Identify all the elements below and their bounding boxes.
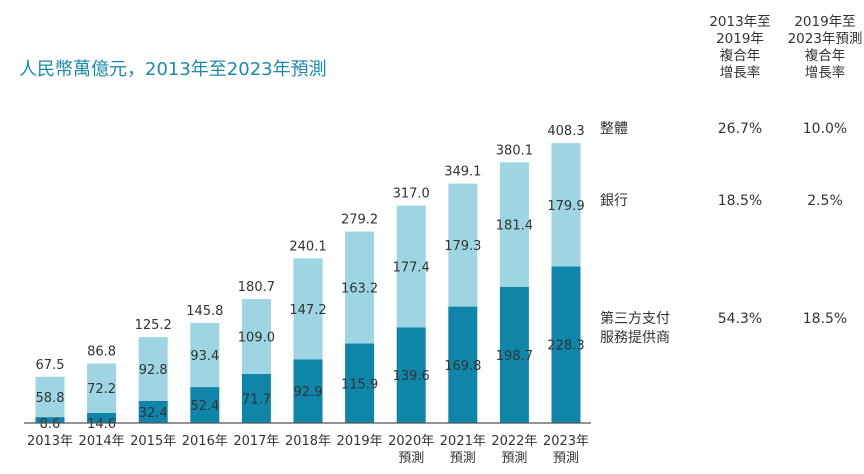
x-tick-label: 預測 [553, 451, 579, 466]
x-tick-label: 預測 [450, 451, 476, 466]
data-label-bank: 72.2 [87, 382, 116, 397]
bar-segment-bank [551, 143, 581, 267]
bar-segment-third-party [87, 412, 117, 423]
data-label-third-party: 115.9 [341, 377, 378, 392]
bar-segment-third-party [551, 266, 581, 423]
data-label-bank: 93.4 [190, 349, 219, 364]
data-label-bank: 179.9 [547, 199, 584, 214]
cagr-header-2013-2019: 2013年至 2019年 複合年 增長率 [709, 14, 771, 81]
bar-segment-bank [396, 205, 426, 328]
data-label-bank: 177.4 [393, 260, 430, 275]
bar-segment-bank [499, 162, 529, 287]
data-label-bank: 147.2 [289, 303, 326, 318]
data-label-total: 240.1 [289, 239, 326, 254]
bar-segment-bank [448, 183, 478, 307]
x-tick-label: 2016年 [182, 434, 228, 449]
bar-segment-bank [138, 337, 168, 401]
row-label-bank: 銀行 [600, 193, 628, 209]
x-tick-label: 2017年 [233, 434, 279, 449]
x-tick-label: 2018年 [285, 434, 331, 449]
data-label-total: 180.7 [238, 280, 275, 295]
bar-segment-third-party [396, 327, 426, 423]
bar-segment-bank [345, 231, 375, 344]
data-label-total: 67.5 [36, 358, 65, 373]
x-tick-label: 預測 [501, 451, 527, 466]
data-label-total: 380.1 [496, 143, 533, 158]
cagr-bank-1: 18.5% [717, 193, 763, 209]
data-label-bank: 92.8 [139, 363, 168, 378]
cagr-third-party-2: 18.5% [802, 311, 848, 327]
data-label-total: 317.0 [393, 187, 430, 202]
cagr-bank-2: 2.5% [807, 193, 843, 209]
data-label-third-party: 92.9 [294, 385, 323, 400]
data-label-third-party: 228.3 [547, 339, 584, 354]
data-label-third-party: 71.7 [242, 392, 271, 407]
data-label-bank: 109.0 [238, 330, 275, 345]
cagr-third-party-1: 54.3% [717, 311, 763, 327]
data-label-third-party: 8.6 [40, 417, 61, 432]
x-tick-label: 2023年 [543, 434, 589, 449]
bar-segment-third-party [190, 387, 220, 423]
cagr-header-2019-2023: 2019年至 2023年預測 複合年 增長率 [787, 14, 863, 81]
data-label-bank: 181.4 [496, 219, 533, 234]
data-label-total: 408.3 [547, 124, 584, 139]
data-label-third-party: 32.4 [139, 406, 168, 421]
bar-segment-bank [293, 258, 323, 360]
data-label-third-party: 169.8 [444, 359, 481, 374]
bar-segment-bank [241, 299, 271, 374]
chart-title: 人民幣萬億元，2013年至2023年預測 [19, 59, 327, 80]
data-label-third-party: 139.6 [393, 369, 430, 384]
data-label-total: 349.1 [444, 165, 481, 180]
bar-segment-third-party [499, 286, 529, 423]
x-tick-label: 預測 [398, 451, 424, 466]
x-tick-label: 2015年 [130, 434, 176, 449]
data-label-total: 125.2 [135, 318, 172, 333]
row-label-third-party: 第三方支付 服務提供商 [600, 311, 670, 346]
data-label-total: 86.8 [87, 344, 116, 359]
bar-segment-third-party [345, 343, 375, 423]
bar-segment-bank [190, 323, 220, 388]
cagr-total-1: 26.7% [717, 121, 763, 137]
bar-segment-third-party [241, 373, 271, 423]
row-label-total: 整體 [600, 121, 628, 137]
data-label-bank: 163.2 [341, 282, 378, 297]
x-tick-label: 2014年 [79, 434, 125, 449]
x-tick-label: 2013年 [27, 434, 73, 449]
bar-segment-bank [35, 376, 65, 418]
x-tick-label: 2019年 [337, 434, 383, 449]
data-label-bank: 58.8 [36, 391, 65, 406]
data-label-bank: 179.3 [444, 239, 481, 254]
data-label-third-party: 198.7 [496, 349, 533, 364]
data-label-total: 279.2 [341, 213, 378, 228]
x-tick-label: 2021年 [440, 434, 486, 449]
bar-segment-third-party [138, 400, 168, 423]
data-label-third-party: 52.4 [190, 399, 219, 414]
bar-segment-third-party [293, 359, 323, 423]
cagr-total-2: 10.0% [802, 121, 848, 137]
x-tick-label: 2020年 [388, 434, 434, 449]
bar-segment-third-party [35, 417, 65, 423]
bar-segment-bank [87, 363, 117, 413]
data-label-total: 145.8 [186, 304, 223, 319]
x-tick-label: 2022年 [491, 434, 537, 449]
bar-segment-third-party [448, 306, 478, 423]
data-label-third-party: 14.6 [87, 417, 116, 432]
